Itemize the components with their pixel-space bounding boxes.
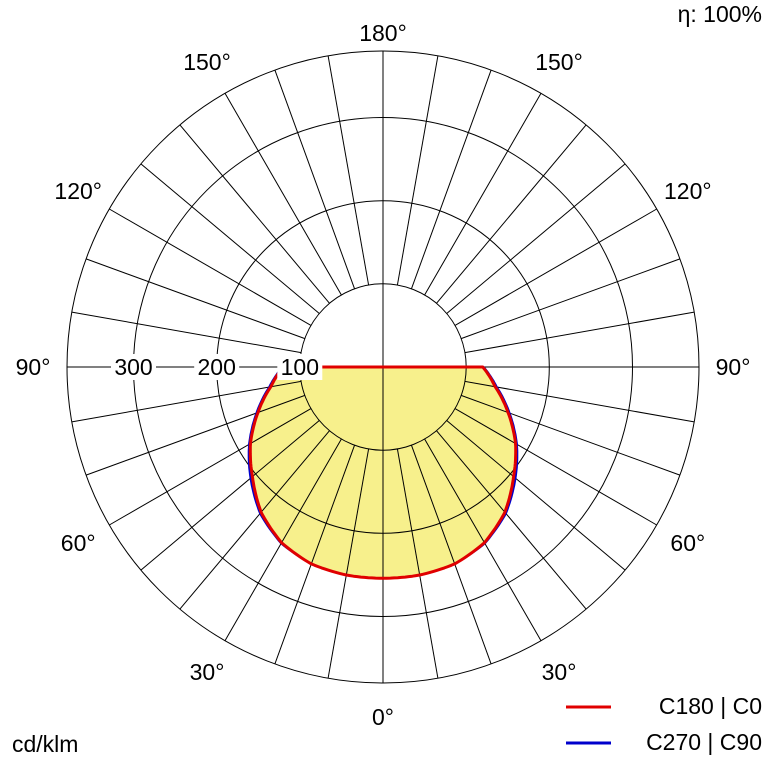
grid-spoke-280: [71, 380, 302, 423]
angle-label-30-right: 30°: [542, 659, 577, 685]
angle-label-120-left: 120°: [54, 178, 102, 204]
angle-label-0-center: 0°: [372, 704, 394, 730]
grid-spoke-310: [140, 420, 320, 571]
angle-label-90-right: 90°: [716, 354, 751, 380]
grid-spoke-200: [274, 69, 356, 290]
radial-tick-bg-200: [194, 354, 240, 380]
legend-label-c180-c0: C180 | C0: [659, 693, 762, 719]
grid-spoke-220: [179, 124, 330, 304]
grid-spoke-170: [396, 55, 439, 286]
grid-spoke-20: [410, 444, 492, 665]
angle-label-60-right: 60°: [670, 530, 705, 556]
series-layer: [247, 365, 519, 580]
grid-spoke-290: [85, 394, 306, 476]
angle-label-30-left: 30°: [190, 659, 225, 685]
label-layer: 180° 150° 150° 120° 120° 90° 90° 60° 60° 30° 30° 0°…: [16, 20, 751, 730]
grid-spoke-80: [464, 380, 695, 423]
angle-label-120-right: 120°: [664, 178, 712, 204]
grid-spoke-250: [85, 258, 306, 340]
grid-spoke-210: [224, 93, 342, 296]
grid-spoke-160: [410, 69, 492, 290]
series-line-0: [248, 365, 518, 580]
radial-tick-bg-300: [111, 354, 156, 380]
angle-label-60-left: 60°: [61, 530, 96, 556]
grid-spoke-230: [140, 163, 320, 314]
legend-label-c270-c90: C270 | C90: [646, 729, 762, 755]
grid-spoke-120: [454, 208, 657, 326]
legend: C180 | C0 C270 | C90: [566, 693, 762, 755]
grid-spoke-320: [179, 430, 330, 610]
angle-label-150-right: 150°: [535, 49, 583, 75]
angle-label-180-center: 180°: [359, 20, 407, 46]
radial-tick-label-200: 200: [198, 354, 236, 380]
radial-tick-bg-100: [277, 354, 323, 380]
radial-tick-label-300: 300: [114, 354, 152, 380]
grid-spoke-100: [464, 311, 695, 354]
angle-label-90-left: 90°: [16, 354, 51, 380]
polar-grid: [66, 50, 700, 684]
grid-spoke-70: [460, 394, 681, 476]
grid-spoke-10: [396, 448, 439, 679]
radial-tick-label-100: 100: [281, 354, 319, 380]
grid-spoke-350: [327, 448, 370, 679]
grid-spoke-340: [274, 444, 356, 665]
grid-spoke-140: [436, 124, 587, 304]
grid-spoke-110: [460, 258, 681, 340]
grid-spoke-240: [109, 208, 312, 326]
angle-label-150-left: 150°: [183, 49, 231, 75]
unit-label: cd/klm: [12, 731, 78, 757]
grid-spoke-190: [327, 55, 370, 286]
grid-spoke-50: [446, 420, 626, 571]
grid-spoke-330: [224, 438, 342, 641]
grid-spoke-30: [424, 438, 542, 641]
grid-spoke-130: [446, 163, 626, 314]
grid-spoke-300: [109, 408, 312, 526]
grid-spoke-150: [424, 93, 542, 296]
grid-spoke-60: [454, 408, 657, 526]
grid-spoke-260: [71, 311, 302, 354]
efficiency-label: η: 100%: [678, 1, 762, 27]
grid-spoke-40: [436, 430, 587, 610]
